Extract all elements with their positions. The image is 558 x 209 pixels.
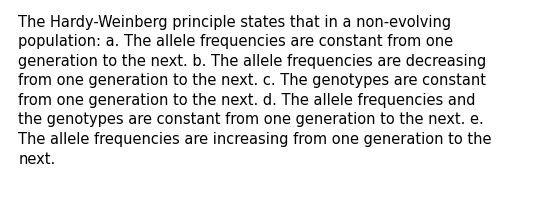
Text: The Hardy-Weinberg principle states that in a non-evolving
population: a. The al: The Hardy-Weinberg principle states that… xyxy=(18,15,492,167)
